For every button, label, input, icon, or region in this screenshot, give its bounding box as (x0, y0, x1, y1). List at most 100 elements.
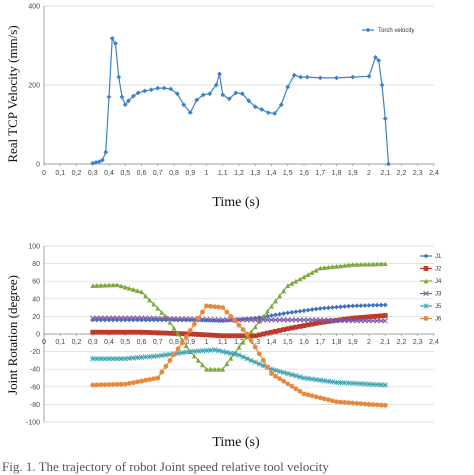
x-tick-label: 0,2 (72, 170, 82, 177)
data-point (208, 366, 213, 372)
data-point (175, 350, 181, 356)
data-point (277, 311, 283, 317)
data-point (289, 325, 295, 331)
data-point (163, 352, 169, 358)
data-point (195, 348, 202, 354)
data-point (358, 318, 364, 324)
data-point (139, 289, 144, 295)
data-point (281, 369, 287, 376)
legend-marker (423, 316, 429, 321)
data-point (297, 308, 303, 314)
data-point (305, 375, 311, 382)
data-point (102, 382, 108, 388)
data-point (159, 352, 165, 359)
x-tick-label: 1,8 (332, 170, 342, 177)
data-point (269, 329, 274, 335)
data-point (102, 355, 108, 362)
x-tick-label: 0,8 (169, 339, 179, 346)
data-point (256, 317, 263, 323)
data-point (350, 315, 356, 321)
data-point (208, 332, 213, 338)
data-point (233, 90, 239, 96)
data-point (98, 329, 104, 335)
x-tick-label: 2,4 (429, 339, 439, 346)
data-point (259, 107, 265, 112)
x-tick-label: 1,6 (299, 170, 309, 177)
data-point (213, 82, 219, 88)
data-point (167, 330, 173, 336)
data-point (183, 334, 189, 340)
data-point (200, 92, 206, 98)
x-tick-label: 2,2 (397, 170, 407, 177)
data-point (329, 317, 336, 324)
data-point (151, 376, 157, 382)
data-point (154, 315, 161, 322)
data-point (143, 293, 148, 299)
data-point (100, 157, 105, 163)
data-point (370, 302, 376, 308)
data-point (106, 329, 112, 335)
data-point (167, 351, 173, 358)
data-point (289, 383, 295, 389)
data-point (334, 399, 339, 405)
data-point (358, 401, 364, 407)
data-point (161, 85, 167, 91)
data-point (321, 305, 327, 311)
data-point (191, 331, 197, 337)
data-point (155, 305, 161, 311)
data-point (200, 309, 205, 315)
data-point (350, 380, 356, 386)
data-point (90, 160, 96, 166)
data-point (239, 91, 245, 97)
legend-marker (423, 290, 429, 297)
data-point (90, 355, 96, 362)
x-tick-label: 0,7 (153, 170, 163, 177)
data-point (110, 355, 116, 362)
data-point (330, 264, 335, 270)
data-point (199, 316, 206, 323)
data-point (118, 329, 124, 335)
y-tick-label: -20 (30, 349, 40, 356)
data-point (366, 381, 372, 387)
data-point (114, 355, 120, 362)
data-point (378, 402, 384, 408)
data-point (272, 111, 278, 116)
data-point (94, 329, 100, 335)
x-tick-label: 0,5 (120, 339, 130, 346)
data-point (122, 355, 128, 362)
data-point (248, 317, 254, 323)
data-point (119, 94, 125, 100)
data-point (163, 315, 169, 322)
data-point (260, 331, 266, 337)
data-point (281, 311, 287, 316)
data-point (195, 332, 201, 337)
data-point (94, 355, 100, 362)
data-point (187, 348, 193, 355)
data-point (139, 329, 144, 335)
data-point (366, 261, 372, 267)
data-point (378, 382, 384, 388)
data-point (126, 380, 132, 386)
data-point (317, 317, 324, 323)
data-point (232, 351, 238, 357)
data-point (285, 381, 291, 387)
x-tick-label: 0,1 (55, 339, 65, 346)
data-point (102, 315, 108, 321)
x-tick-label: 1,6 (299, 339, 309, 346)
data-point (179, 316, 185, 322)
data-point (289, 372, 295, 378)
x-tick-label: 1,7 (315, 339, 325, 346)
data-point (183, 349, 189, 355)
data-point (358, 315, 364, 320)
data-point (246, 98, 252, 104)
y-tick-label: 0 (36, 332, 40, 339)
legend-marker (365, 27, 371, 33)
data-point (265, 110, 271, 116)
data-point (236, 352, 242, 358)
data-point (338, 399, 343, 405)
data-point (293, 309, 299, 315)
data-point (151, 353, 157, 360)
data-point (126, 315, 133, 321)
data-point (370, 318, 376, 324)
data-point (114, 315, 120, 321)
